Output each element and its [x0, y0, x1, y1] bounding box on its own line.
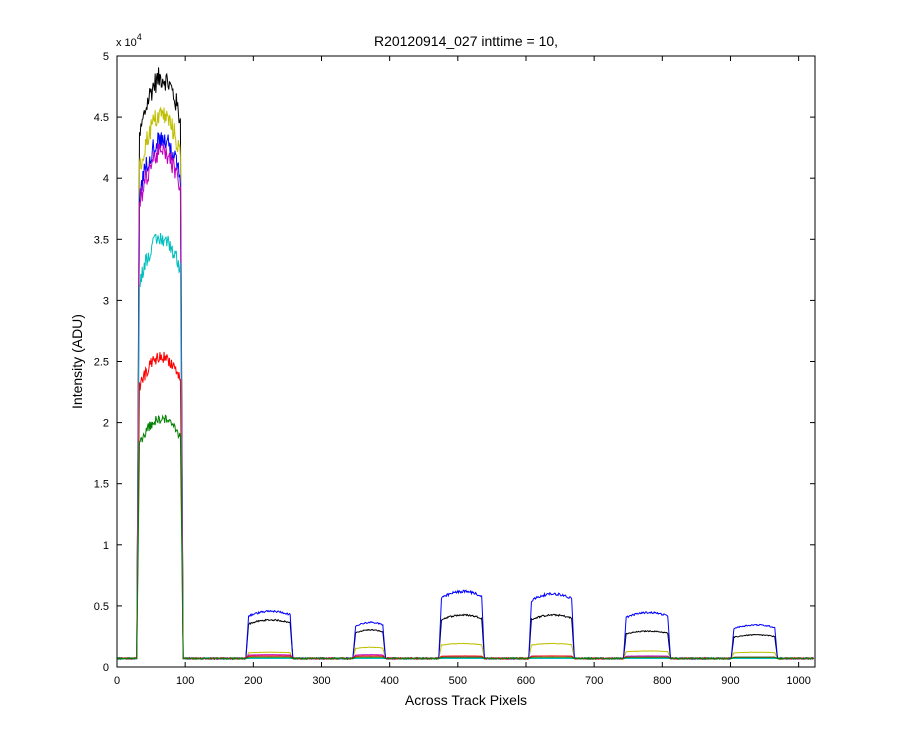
y-exponent-power: 4 [137, 32, 142, 42]
y-axis: 0 0.5 1 1.5 2 2.5 3 3.5 4 4.5 5 [94, 51, 815, 674]
series-line-0 [116, 67, 814, 661]
series-line-1 [116, 106, 814, 661]
plot-frame [116, 55, 816, 668]
y-exponent-label: x 104 [116, 32, 142, 49]
y-tick-label: 2.5 [94, 357, 109, 369]
x-tick-label: 0 [114, 675, 120, 687]
series-line-2 [116, 132, 814, 661]
x-tick-label: 100 [176, 675, 194, 687]
y-tick-label: 3.5 [94, 234, 109, 246]
x-axis: 0 100 200 300 400 500 600 700 800 900 1000 [114, 56, 811, 687]
x-tick-label: 400 [380, 675, 398, 687]
x-tick-label: 600 [517, 675, 535, 687]
x-tick-label: 200 [244, 675, 262, 687]
x-tick-label: 700 [585, 675, 603, 687]
x-tick-label: 800 [653, 675, 671, 687]
y-tick-label: 5 [103, 51, 109, 63]
x-tick-label: 900 [721, 675, 739, 687]
plot-area [116, 67, 815, 661]
x-tick-label: 1000 [786, 675, 810, 687]
series-line-3 [116, 143, 815, 661]
chart-title: R20120914_027 inttime = 10, [374, 33, 558, 49]
y-tick-label: 4 [103, 173, 109, 185]
y-exponent-base: x 10 [116, 37, 137, 49]
y-axis-label: Intensity (ADU) [69, 314, 85, 409]
x-axis-label: Across Track Pixels [405, 692, 527, 708]
series-line-5 [116, 351, 815, 661]
x-tick-label: 300 [312, 675, 330, 687]
series-line-4 [116, 232, 814, 661]
y-tick-label: 3 [103, 295, 109, 307]
y-tick-label: 4.5 [94, 112, 109, 124]
series-line-6 [116, 414, 814, 661]
y-tick-label: 2 [103, 418, 109, 430]
y-tick-label: 0.5 [94, 601, 109, 613]
y-tick-label: 1 [103, 540, 109, 552]
y-tick-label: 0 [103, 662, 109, 674]
x-tick-label: 500 [449, 675, 467, 687]
y-tick-label: 1.5 [94, 479, 109, 491]
